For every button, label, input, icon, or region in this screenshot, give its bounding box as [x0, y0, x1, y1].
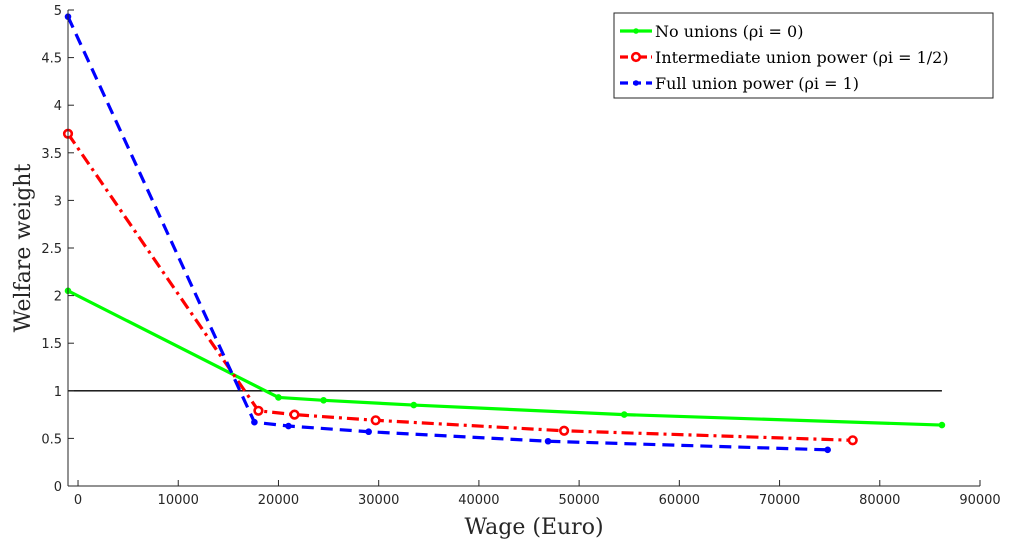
y-tick-label: 0 — [54, 480, 62, 495]
x-tick-label: 20000 — [258, 493, 299, 508]
series-line — [66, 15, 828, 452]
legend-marker — [633, 80, 639, 86]
x-tick-label: 0 — [74, 493, 82, 508]
x-tick-label: 50000 — [558, 493, 599, 508]
legend-label: No unions (ρi = 0) — [655, 22, 803, 41]
y-axis-title: Welfare weight — [11, 164, 36, 333]
data-point — [285, 422, 292, 430]
y-tick-label: 5 — [54, 4, 62, 19]
series-line — [67, 289, 942, 427]
legend-box — [613, 12, 994, 99]
x-tick-label: 30000 — [358, 493, 399, 508]
x-tick-label: 60000 — [659, 493, 700, 508]
data-point — [370, 415, 381, 426]
x-tick-label: 80000 — [859, 493, 900, 508]
data-point — [847, 435, 858, 446]
y-tick-label: 3 — [54, 194, 62, 209]
data-point — [938, 421, 946, 429]
legend-entry-3: Full union power (ρi = 1) — [620, 74, 859, 93]
data-point — [824, 446, 831, 454]
y-tick-label: 0.5 — [41, 432, 62, 447]
x-tick-label: 40000 — [458, 493, 499, 508]
legend-marker — [630, 51, 642, 63]
data-point — [410, 401, 418, 409]
data-point — [320, 397, 327, 404]
legend-entries: No unions (ρi = 0) Intermediate union pow… — [620, 22, 949, 93]
data-point — [544, 437, 552, 445]
legend-marker — [633, 28, 639, 34]
data-point — [620, 411, 628, 418]
x-tick-label: 10000 — [158, 493, 199, 508]
y-tick-label: 2.5 — [41, 242, 62, 257]
legend-entry-1: No unions (ρi = 0) — [620, 22, 803, 41]
x-tick-label: 90000 — [959, 493, 1000, 508]
data-point — [275, 394, 282, 401]
legend-label: Intermediate union power (ρi = 1/2) — [655, 48, 949, 67]
legend-entry-2: Intermediate union power (ρi = 1/2) — [620, 48, 949, 67]
data-point — [251, 418, 258, 426]
data-point — [365, 428, 372, 436]
series-layer — [62, 13, 946, 454]
data-point — [289, 409, 300, 420]
x-ticks: 0 10000 20000 30000 40000 50000 60000 70000 8000… — [74, 480, 1001, 508]
y-tick-label: 1 — [54, 385, 62, 400]
y-tick-label: 2 — [54, 290, 62, 305]
y-tick-label: 3.5 — [41, 147, 62, 162]
x-axis-title: Wage (Euro) — [464, 515, 603, 540]
data-point — [558, 425, 570, 436]
y-ticks: 0 0.5 1 1.5 2 2.5 3 3.5 4 4.5 5 — [41, 4, 74, 495]
y-tick-label: 4 — [54, 99, 62, 114]
y-tick-label: 4.5 — [41, 52, 62, 67]
data-point — [253, 405, 264, 416]
y-tick-label: 1.5 — [41, 337, 62, 352]
legend: No unions (ρi = 0) Intermediate union pow… — [613, 12, 994, 99]
x-tick-label: 70000 — [759, 493, 800, 508]
legend-label: Full union power (ρi = 1) — [655, 74, 859, 93]
